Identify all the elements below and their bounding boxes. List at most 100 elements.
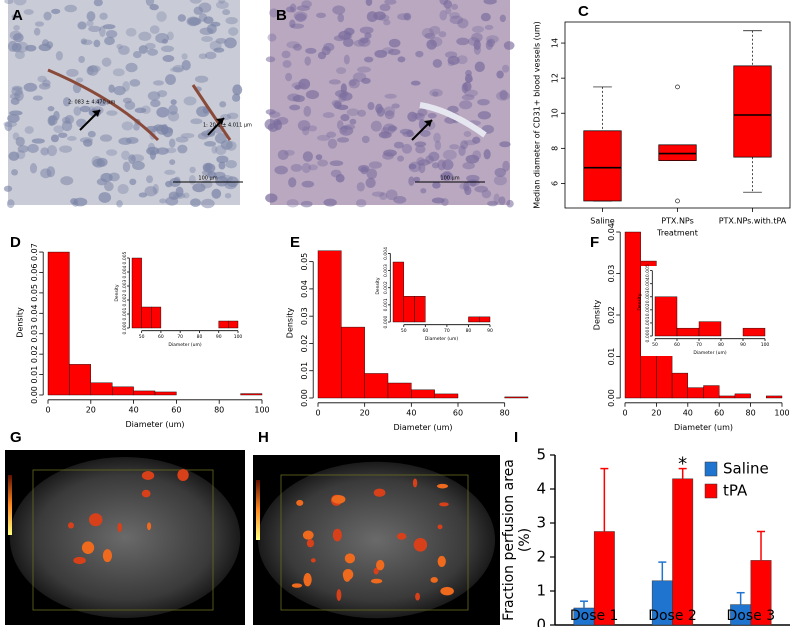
y-axis-label: Density xyxy=(375,277,381,294)
cell-nucleus xyxy=(463,131,472,137)
cell-nucleus xyxy=(268,111,281,118)
cell-nucleus xyxy=(48,115,58,126)
cell-nucleus xyxy=(328,79,341,85)
cell-nucleus xyxy=(296,5,310,11)
cell-nucleus xyxy=(87,65,99,76)
y-tick-label: 3 xyxy=(536,514,546,532)
y-tick-label: 5 xyxy=(536,446,546,464)
histogram-bar xyxy=(671,372,688,399)
cell-nucleus xyxy=(358,37,371,47)
cell-nucleus xyxy=(449,144,460,150)
perfusion-spot xyxy=(437,524,443,530)
cell-nucleus xyxy=(469,179,477,187)
cell-nucleus xyxy=(75,77,84,83)
cell-nucleus xyxy=(387,125,398,132)
cell-nucleus xyxy=(465,76,474,83)
cell-nucleus xyxy=(300,200,313,208)
cell-nucleus xyxy=(164,169,176,175)
cell-nucleus xyxy=(464,185,472,196)
cell-nucleus xyxy=(219,101,227,108)
panel-letter: D xyxy=(10,234,21,251)
cell-nucleus xyxy=(170,67,183,73)
y-tick-label: 10 xyxy=(551,108,560,118)
histogram-bar xyxy=(434,393,459,399)
cell-nucleus xyxy=(308,164,318,171)
cell-nucleus xyxy=(419,129,431,137)
histogram-bar xyxy=(141,306,152,329)
histogram-bar xyxy=(218,320,229,329)
legend-swatch xyxy=(704,461,718,477)
cell-nucleus xyxy=(24,126,34,134)
cell-nucleus xyxy=(323,42,335,52)
perfusion-spot xyxy=(102,549,113,563)
cell-nucleus xyxy=(499,14,506,23)
cell-nucleus xyxy=(316,134,331,141)
cell-nucleus xyxy=(503,41,515,50)
cell-nucleus xyxy=(428,151,440,162)
cell-nucleus xyxy=(361,77,371,84)
cell-nucleus xyxy=(494,167,506,177)
x-tick-label: 90 xyxy=(487,328,493,334)
cell-nucleus xyxy=(106,149,118,156)
arrow-head xyxy=(92,110,100,117)
vessel xyxy=(191,84,232,141)
cell-nucleus xyxy=(414,112,425,121)
histogram-bar xyxy=(228,320,239,329)
cell-nucleus xyxy=(14,50,25,60)
y-tick-label: 4 xyxy=(536,480,546,498)
cell-nucleus xyxy=(432,59,443,68)
x-tick-label: 60 xyxy=(714,409,724,418)
cell-nucleus xyxy=(413,176,421,183)
perfusion-spot xyxy=(296,499,304,506)
x-tick-label: 60 xyxy=(422,328,428,334)
x-tick-label: 80 xyxy=(500,409,510,418)
histogram-bar xyxy=(403,296,415,323)
cell-nucleus xyxy=(11,85,23,91)
x-tick-label: Saline xyxy=(590,217,614,226)
cell-nucleus xyxy=(397,155,404,162)
x-tick-label: 90 xyxy=(740,342,746,348)
perfusion-spot xyxy=(412,478,418,488)
cell-nucleus xyxy=(353,39,366,47)
cell-nucleus xyxy=(295,13,307,22)
cell-nucleus xyxy=(378,131,392,139)
cell-nucleus xyxy=(70,198,78,205)
y-tick-label: 0.001 xyxy=(383,298,389,311)
histogram-bar xyxy=(742,327,766,337)
cell-nucleus xyxy=(459,100,473,110)
vessel xyxy=(47,68,160,142)
cell-nucleus xyxy=(14,90,24,101)
y-tick-label: 0.000 xyxy=(383,315,389,328)
cell-nucleus xyxy=(86,11,96,22)
cell-nucleus xyxy=(447,55,460,66)
cell-nucleus xyxy=(203,16,214,24)
outlier xyxy=(675,84,680,90)
cell-nucleus xyxy=(177,14,186,22)
box xyxy=(583,130,622,202)
significance-marker: * xyxy=(678,454,687,475)
cell-nucleus xyxy=(232,84,243,96)
cell-nucleus xyxy=(231,93,241,102)
cell-nucleus xyxy=(99,25,106,37)
y-tick-label: 0.002 xyxy=(122,293,128,306)
cell-nucleus xyxy=(224,192,232,199)
cell-nucleus xyxy=(25,44,37,52)
cell-nucleus xyxy=(117,184,129,195)
image-panel: 100 µm xyxy=(264,0,515,208)
histogram-bar xyxy=(719,395,736,399)
perfusion-spot xyxy=(436,483,449,489)
y-tick-label: 0.00 xyxy=(30,386,39,404)
cell-nucleus xyxy=(293,43,302,51)
cell-nucleus xyxy=(125,136,139,144)
x-axis-label: Diameter (um) xyxy=(425,336,458,342)
perfusion-spot xyxy=(415,545,426,551)
cell-nucleus xyxy=(101,57,112,67)
cell-nucleus xyxy=(51,8,61,15)
cell-nucleus xyxy=(4,121,13,132)
cell-nucleus xyxy=(411,112,423,119)
histogram-bar xyxy=(698,321,722,337)
cell-nucleus xyxy=(16,150,26,160)
cell-nucleus xyxy=(456,55,468,65)
x-tick-label: 0 xyxy=(315,409,320,418)
